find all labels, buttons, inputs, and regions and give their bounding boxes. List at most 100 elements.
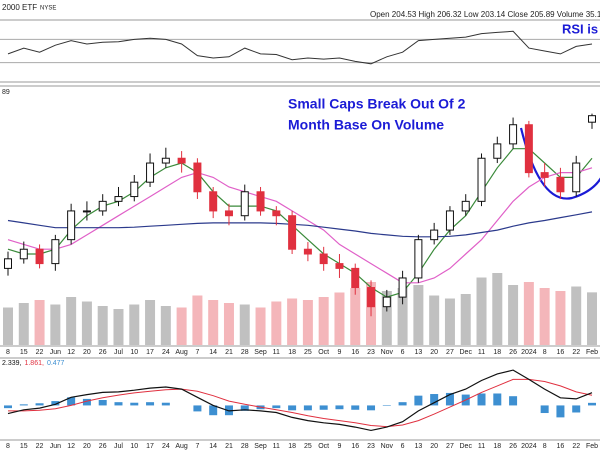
x-tick-label: 11 — [273, 443, 280, 450]
histogram-bar — [556, 405, 565, 418]
candle-body — [367, 287, 376, 308]
candle-body — [193, 162, 202, 193]
candle-body — [335, 263, 344, 269]
histogram-bar — [540, 405, 549, 414]
x-tick-label: 17 — [146, 443, 154, 450]
annotation-line: Month Base On Volume — [288, 117, 444, 133]
x-tick-label: Oct — [318, 349, 329, 356]
candle-body — [524, 124, 533, 174]
volume-bar — [587, 292, 597, 345]
volume-bar — [381, 291, 392, 345]
volume-bar — [302, 300, 313, 345]
candle-body — [82, 210, 91, 213]
x-tick-label: Jul — [114, 349, 123, 356]
x-tick-label: Nov — [381, 443, 394, 450]
x-tick-label: 17 — [146, 349, 154, 356]
x-tick-label: 24 — [162, 349, 170, 356]
volume-bar — [160, 306, 171, 345]
candle-body — [161, 157, 170, 164]
quote: Open 204.53 High 206.32 Low 203.14 Close… — [370, 10, 600, 19]
x-tick-label: 10 — [130, 349, 138, 356]
x-tick-label: 26 — [99, 349, 107, 356]
candle-body — [177, 157, 186, 164]
macd-panel — [0, 357, 600, 441]
x-tick-label: 20 — [83, 443, 91, 450]
volume-bar — [271, 301, 282, 345]
candle-body — [4, 258, 12, 269]
volume-bar — [176, 307, 187, 345]
rsi-line — [7, 30, 593, 65]
x-tick-label: 28 — [241, 443, 249, 450]
x-tick-label: 9 — [338, 349, 342, 356]
x-tick-label: 11 — [273, 349, 280, 356]
x-tick-label: 23 — [367, 349, 375, 356]
symbol: 2000 ETF — [2, 3, 37, 12]
candle-body — [67, 210, 76, 241]
candle-body — [146, 162, 155, 183]
candle-body — [288, 215, 297, 250]
volume-bar — [66, 297, 77, 345]
volume-bar — [444, 298, 455, 345]
histogram-value: 0.477 — [47, 360, 65, 367]
candle-body — [51, 239, 60, 265]
x-tick-label: 25 — [304, 443, 312, 450]
x-tick-label: 6 — [401, 349, 405, 356]
volume-bar — [255, 307, 266, 345]
x-tick-label: 22 — [36, 349, 44, 356]
histogram-bar — [161, 402, 170, 406]
histogram-bar — [414, 395, 423, 406]
candle-body — [319, 253, 328, 265]
x-tick-label: Feb — [586, 349, 598, 356]
volume-bar — [571, 286, 582, 345]
candle-body — [509, 124, 518, 145]
x-tick-label: 21 — [225, 443, 233, 450]
histogram-bar — [146, 402, 155, 406]
volume-bar — [413, 285, 424, 345]
histogram-bar — [588, 402, 596, 406]
histogram-bar — [319, 405, 328, 410]
candle-body — [19, 248, 28, 260]
volume-bar — [192, 295, 203, 345]
histogram-bar — [572, 405, 581, 413]
candle-body — [382, 296, 391, 308]
histogram-bar — [19, 404, 28, 406]
histogram-bar — [67, 397, 76, 406]
histogram-bar — [240, 405, 249, 411]
volume-bar — [18, 303, 29, 345]
x-tick-label: 8 — [6, 349, 10, 356]
x-tick-label: 26 — [509, 443, 517, 450]
x-tick-label: Aug — [175, 349, 188, 356]
histogram-bar — [114, 402, 123, 406]
x-tick-label: 12 — [67, 443, 75, 450]
x-tick-label: 24 — [162, 443, 170, 450]
volume-bar — [318, 297, 329, 345]
macd-line — [7, 369, 593, 432]
candle-body — [572, 162, 581, 193]
x-tick-label: 23 — [367, 443, 375, 450]
macd-value: 2.339, — [2, 360, 22, 367]
histogram-bar — [477, 393, 486, 406]
x-tick-label: 2024 — [521, 349, 537, 356]
x-tick-label: 26 — [509, 349, 517, 356]
histogram-bar — [430, 394, 439, 406]
candle-body — [461, 200, 470, 212]
x-tick-label: 11 — [478, 349, 485, 356]
volume-bar — [223, 303, 234, 345]
x-tick-label: 22 — [36, 443, 44, 450]
candle-body — [240, 191, 249, 217]
histogram-bar — [382, 405, 391, 406]
rsi-panel — [0, 19, 600, 83]
x-tick-label: Aug — [175, 443, 188, 450]
volume-bar — [239, 304, 250, 345]
x-tick-label: Jul — [114, 443, 123, 450]
candle-body — [477, 157, 486, 202]
volume-bar — [50, 304, 61, 345]
x-tick-label: 13 — [414, 349, 422, 356]
x-tick-label: 20 — [430, 443, 438, 450]
rsi-note: RSI is — [562, 21, 598, 36]
volume-bar — [287, 298, 298, 345]
histogram-bar — [445, 392, 454, 406]
x-tick-label: 16 — [351, 443, 359, 450]
histogram-bar — [35, 403, 44, 406]
